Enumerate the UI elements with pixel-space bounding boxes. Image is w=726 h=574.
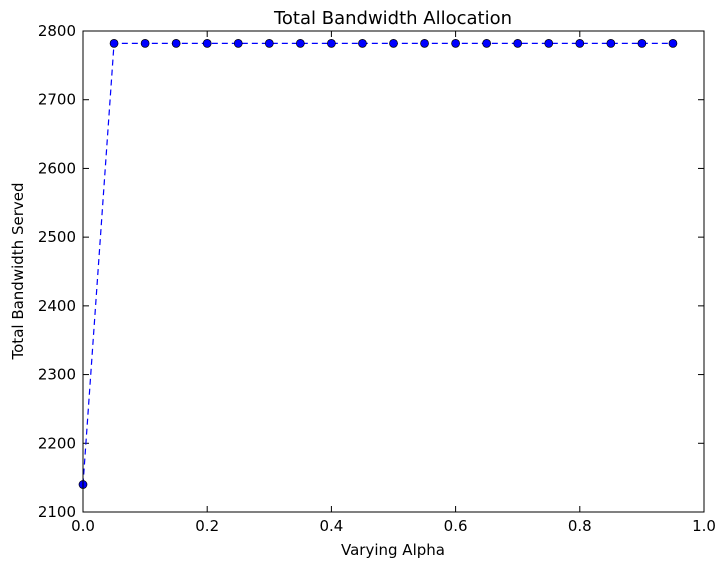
data-point xyxy=(668,39,678,48)
data-point xyxy=(327,39,336,48)
data-point xyxy=(637,39,647,48)
plot-frame xyxy=(82,30,705,513)
ticks-layer: 0.0 0.2 0.4 0.6 0.8 1.0 2100 2200 2300 2400 2500 26… xyxy=(38,22,716,535)
data-point xyxy=(296,39,305,48)
series-line xyxy=(82,42,673,485)
x-axis-label: Varying Alpha xyxy=(341,541,445,559)
data-point xyxy=(420,39,429,48)
data-point xyxy=(389,39,398,48)
data-point xyxy=(544,39,554,48)
y-axis-label: Total Bandwidth Served xyxy=(9,183,27,361)
y-tick-label: 2100 xyxy=(38,503,76,521)
y-tick-label: 2800 xyxy=(38,22,76,40)
data-point xyxy=(482,39,491,48)
x-tick-label: 0.6 xyxy=(444,517,468,535)
data-point xyxy=(109,39,119,48)
data-point xyxy=(575,39,585,48)
x-tick-label: 0.8 xyxy=(568,517,592,535)
y-tick-label: 2400 xyxy=(38,297,76,315)
x-tick-label: 0.2 xyxy=(195,517,219,535)
y-tick-label: 2700 xyxy=(38,91,76,109)
x-tick-label: 0.0 xyxy=(71,517,95,535)
data-point xyxy=(264,39,274,48)
data-point xyxy=(358,39,367,48)
data-point xyxy=(606,39,616,48)
y-tick-label: 2600 xyxy=(38,159,76,177)
data-point xyxy=(202,39,212,48)
data-point xyxy=(451,39,460,48)
data-point xyxy=(513,39,523,48)
y-tick-label: 2500 xyxy=(38,228,76,246)
chart-title: Total Bandwidth Allocation xyxy=(273,8,512,29)
data-point xyxy=(233,39,243,48)
y-tick-label: 2300 xyxy=(38,366,76,384)
data-point xyxy=(140,39,150,48)
x-tick-label: 0.4 xyxy=(319,517,343,535)
plot-layer xyxy=(78,39,678,489)
y-tick-label: 2200 xyxy=(38,434,76,452)
x-tick-label: 1.0 xyxy=(692,517,716,535)
data-point xyxy=(171,39,181,48)
